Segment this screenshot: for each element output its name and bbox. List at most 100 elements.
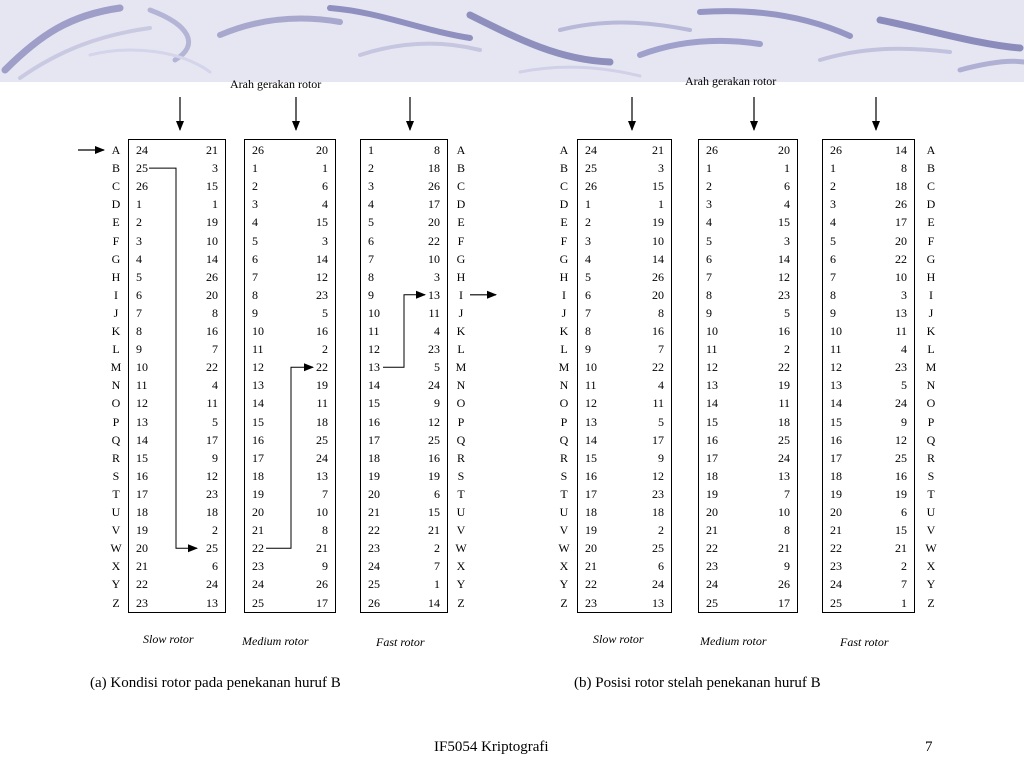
rotor-right-value: 13 (895, 305, 907, 320)
letter-left: E (560, 215, 568, 230)
rotor-box (822, 139, 915, 613)
rotor-right-value: 17 (428, 197, 440, 212)
rotor-right-value: 20 (778, 143, 790, 157)
rotor-left-value: 17 (830, 450, 842, 465)
rotor-right-value: 20 (316, 143, 328, 157)
letter-right: L (457, 342, 465, 357)
rotor-left-value: 24 (830, 577, 842, 592)
rotor-left-value: 14 (368, 378, 380, 393)
rotor-right-value: 22 (206, 360, 218, 375)
rotor-right-value: 11 (316, 396, 328, 411)
rotor-left-value: 1 (585, 197, 591, 212)
letter-left: R (111, 450, 120, 465)
rotor-left-value: 26 (368, 595, 380, 610)
rotor-right-value: 18 (778, 414, 790, 429)
rotor-left-value: 18 (252, 468, 264, 483)
letter-right: K (926, 324, 936, 338)
rotor-left-value: 3 (368, 179, 374, 194)
rotor-left-value: 15 (706, 414, 718, 429)
panel-caption: (b) Posisi rotor stelah penekanan huruf … (574, 675, 821, 691)
letter-right: D (926, 197, 936, 212)
rotor-left-value: 10 (136, 360, 148, 375)
rotor-right-value: 23 (428, 342, 440, 357)
rotor-right-value: 10 (206, 233, 218, 248)
rotor-left-value: 18 (706, 468, 718, 483)
rotor-left-value: 1 (830, 161, 836, 176)
rotor-right-value: 3 (901, 287, 907, 302)
rotor-left-value: 24 (136, 143, 148, 157)
letter-right: G (926, 251, 936, 266)
rotor-left-value: 2 (585, 215, 591, 230)
rotor-right-value: 7 (901, 577, 907, 592)
letter-left: M (558, 360, 570, 375)
rotor-right-value: 10 (316, 505, 328, 519)
rotor-left-value: 11 (585, 378, 597, 393)
letter-left: V (111, 523, 121, 538)
rotor-right-value: 21 (206, 143, 218, 157)
rotor-right-value: 9 (434, 396, 440, 411)
rotor-left-value: 21 (368, 505, 380, 519)
rotor-left-value: 19 (706, 486, 718, 501)
rotor-right-value: 11 (206, 396, 218, 411)
letter-left: B (111, 161, 120, 176)
letter-right: C (926, 179, 935, 194)
rotor-right-value: 21 (316, 541, 328, 556)
rotor-left-value: 4 (706, 215, 712, 230)
rotor-right-value: 21 (778, 541, 790, 556)
rotor-right-value: 23 (316, 287, 328, 302)
rotor-right-value: 21 (652, 143, 664, 157)
rotor-right-value: 17 (316, 595, 328, 610)
rotor-left-value: 19 (585, 523, 597, 538)
rotor-left-value: 26 (830, 143, 842, 157)
rotor-left-value: 17 (706, 450, 718, 465)
rotor-left-value: 22 (706, 541, 718, 556)
rotor-right-value: 16 (895, 468, 907, 483)
rotor-right-value: 18 (652, 505, 664, 519)
rotor-left-value: 4 (252, 215, 258, 230)
rotor-right-value: 25 (206, 541, 218, 556)
rotor-right-value: 1 (901, 595, 907, 610)
rotor-left-value: 1 (252, 161, 258, 176)
letter-right: B (926, 161, 935, 176)
letter-left: J (561, 305, 567, 320)
rotor-left-value: 20 (830, 505, 842, 519)
letter-right: E (457, 215, 465, 230)
rotor-left-value: 13 (252, 378, 264, 393)
rotor-right-value: 15 (652, 179, 664, 194)
rotor-left-value: 15 (368, 396, 380, 411)
rotor-right-value: 16 (206, 324, 218, 338)
rotor-right-value: 19 (316, 378, 328, 393)
letter-right: V (926, 523, 936, 538)
letter-right: A (456, 143, 466, 157)
letter-right: Y (456, 577, 466, 592)
rotor-left-value: 15 (830, 414, 842, 429)
rotor-right-value: 19 (895, 486, 907, 501)
rotor-right-value: 26 (316, 577, 328, 592)
rotor-right-value: 14 (428, 595, 440, 610)
letter-left: M (110, 360, 122, 375)
letter-right: D (456, 197, 466, 212)
rotor-left-value: 26 (706, 143, 718, 157)
rotor-right-value: 4 (434, 324, 440, 338)
rotor-right-value: 19 (428, 468, 440, 483)
rotor-right-value: 10 (428, 251, 440, 266)
rotor-right-value: 5 (658, 414, 664, 429)
rotor-left-value: 17 (136, 486, 148, 501)
rotor-right-value: 26 (895, 197, 907, 212)
rotor-left-value: 25 (830, 595, 842, 610)
rotor-left-value: 14 (585, 432, 597, 447)
rotor-right-value: 17 (206, 432, 218, 447)
rotor-right-value: 24 (652, 577, 664, 592)
letter-left: R (559, 450, 568, 465)
rotor-right-value: 2 (434, 541, 440, 556)
letter-left: O (559, 396, 569, 411)
rotor-left-value: 26 (136, 179, 148, 194)
rotor-right-value: 13 (428, 287, 440, 302)
rotor-left-value: 7 (252, 269, 258, 284)
letter-right: I (929, 287, 933, 302)
rotor-right-value: 23 (206, 486, 218, 501)
rotor-right-value: 6 (212, 559, 218, 574)
rotor-right-value: 13 (316, 468, 328, 483)
rotor-left-value: 2 (368, 161, 374, 176)
